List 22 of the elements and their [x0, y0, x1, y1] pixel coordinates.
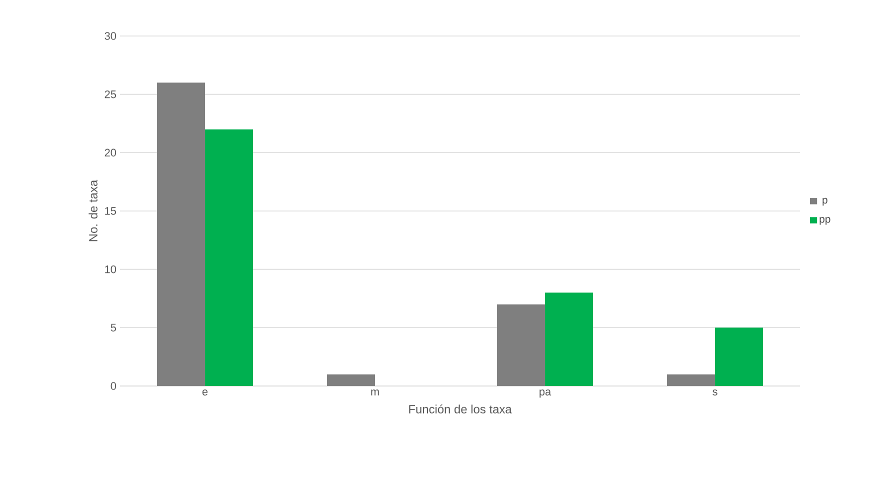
y-tick-label: 20: [104, 148, 116, 157]
bar: [327, 374, 376, 386]
bar: [545, 292, 594, 386]
legend-label: p: [822, 198, 828, 206]
bar: [205, 129, 254, 386]
y-tick-label: 25: [104, 90, 116, 98]
y-tick-label: 10: [105, 265, 116, 274]
y-tick-label: 5: [110, 324, 116, 332]
bar: [667, 374, 716, 386]
x-tick-label: pa: [540, 390, 552, 398]
bar: [497, 304, 546, 386]
y-tick-label: 15: [105, 207, 116, 215]
y-tick-label: 0: [110, 382, 116, 390]
x-tick-label: s: [712, 390, 718, 396]
bar: [715, 328, 764, 386]
y-tick-label: 30: [104, 32, 116, 40]
legend-label: pp: [820, 216, 830, 225]
bar: [157, 82, 206, 386]
x-axis-title: Función de los taxa: [409, 404, 512, 414]
x-tick-label: e: [202, 390, 208, 396]
x-tick-label: m: [371, 390, 379, 396]
y-axis-title: No. de taxa: [88, 180, 98, 242]
